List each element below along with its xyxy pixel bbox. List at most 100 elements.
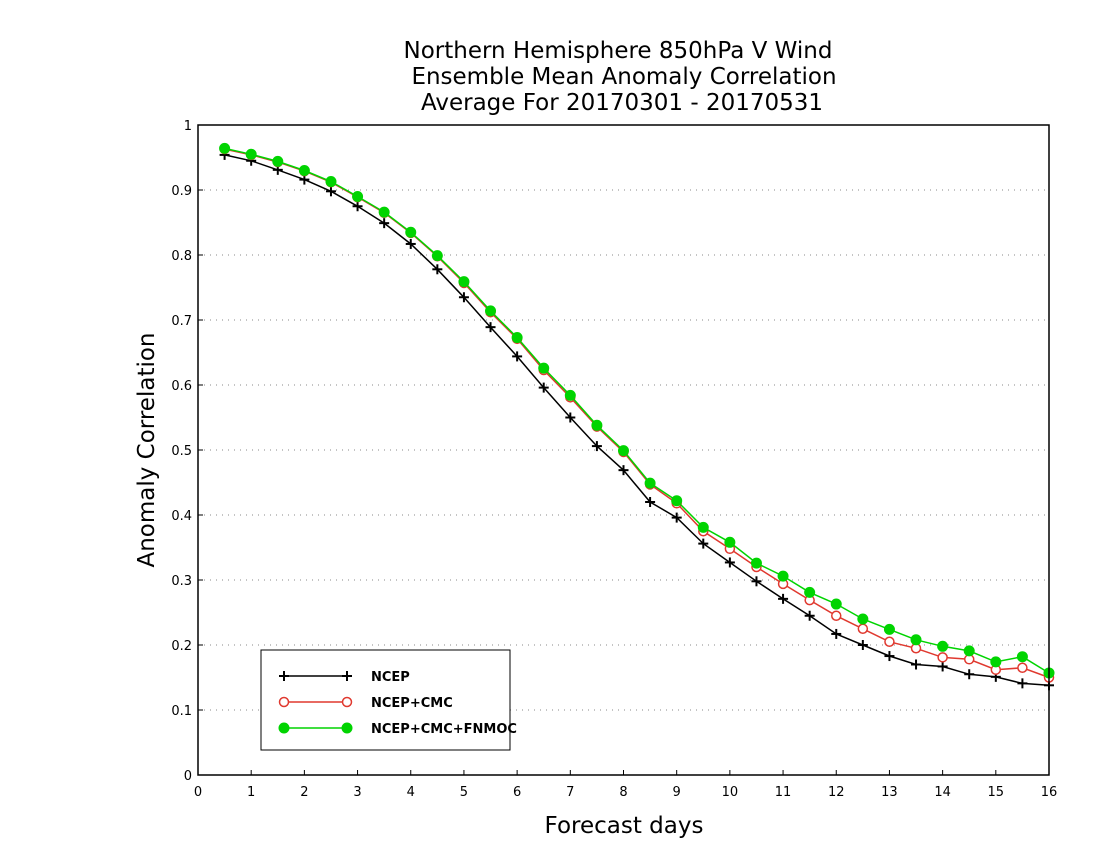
data-point-ncep (352, 201, 363, 212)
y-tick-label: 0.5 (171, 444, 192, 459)
legend: NCEP NCEP+CMC NCEP+CMC+FNMOC (260, 649, 517, 751)
y-tick-label: 0.9 (171, 184, 192, 199)
data-point-ncep-cmc-fnmoc (325, 176, 337, 188)
legend-marker (278, 722, 290, 734)
data-point-ncep-cmc-fnmoc (644, 477, 656, 489)
legend-marker (279, 671, 289, 681)
y-tick-label: 0.1 (171, 704, 192, 719)
data-point-ncep (591, 441, 602, 452)
data-point-ncep-cmc-fnmoc (724, 536, 736, 548)
data-point-ncep-cmc (857, 623, 869, 634)
y-tick-label: 0.7 (171, 314, 192, 329)
x-tick-label: 16 (1041, 785, 1058, 800)
data-point-ncep-cmc-fnmoc (937, 640, 949, 652)
data-point-ncep-cmc (831, 610, 842, 621)
data-point-ncep-cmc-fnmoc (272, 155, 284, 167)
data-point-ncep (565, 412, 576, 423)
x-tick-label: 3 (353, 785, 361, 800)
x-tick-label: 11 (775, 785, 792, 800)
data-point-ncep (405, 238, 416, 249)
y-tick-label: 0.8 (171, 249, 192, 264)
series-line-ncep (224, 154, 1050, 687)
series-ncep-cmc-fnmoc (219, 142, 1055, 679)
x-tick-label: 6 (513, 785, 521, 800)
x-tick-label: 7 (566, 785, 574, 800)
x-tick-label: 13 (881, 785, 898, 800)
data-point-ncep (831, 628, 842, 639)
y-tick-label: 0.3 (171, 574, 192, 589)
y-axis-ticks: 0 0.1 0.2 0.3 0.4 0.5 0.6 0.7 0.8 0.9 1 (171, 119, 203, 784)
data-point-ncep-cmc-fnmoc (405, 226, 417, 238)
data-point-ncep (432, 264, 443, 275)
y-axis-label: Anomaly Correlation (134, 332, 160, 567)
data-point-ncep (724, 557, 735, 568)
x-tick-label: 14 (934, 785, 951, 800)
title-line-3: Average For 20170301 - 20170531 (421, 90, 823, 116)
x-tick-label: 9 (673, 785, 681, 800)
data-point-ncep (1017, 678, 1028, 689)
x-tick-label: 2 (300, 785, 308, 800)
data-point-ncep-cmc-fnmoc (963, 645, 975, 657)
data-point-ncep-cmc-fnmoc (538, 362, 550, 374)
data-point-ncep (964, 669, 975, 680)
data-point-ncep-cmc-fnmoc (777, 570, 789, 582)
x-tick-label: 8 (619, 785, 627, 800)
chart-title: Northern Hemisphere 850hPa V Wind Ensemb… (404, 38, 837, 116)
data-point-ncep-cmc-fnmoc (378, 206, 390, 218)
data-point-ncep-cmc-fnmoc (219, 142, 231, 154)
data-point-ncep (458, 292, 469, 303)
data-point-ncep-cmc-fnmoc (750, 557, 762, 569)
legend-entry-ncep-cmc-fnmoc: NCEP+CMC+FNMOC (278, 722, 517, 737)
data-point-ncep-cmc-fnmoc (298, 165, 310, 176)
y-tick-label: 1 (184, 119, 192, 134)
data-point-ncep (751, 576, 762, 587)
series-ncep (219, 149, 1054, 691)
data-point-ncep-cmc-fnmoc (804, 586, 816, 598)
x-axis-label: Forecast days (545, 813, 704, 839)
legend-marker (341, 696, 353, 708)
title-line-1: Northern Hemisphere 850hPa V Wind (404, 38, 833, 64)
legend-entry-ncep: NCEP (279, 670, 410, 685)
data-point-ncep (538, 382, 549, 393)
data-point-ncep-cmc-fnmoc (857, 613, 869, 625)
data-point-ncep-cmc-fnmoc (431, 250, 443, 262)
legend-label: NCEP+CMC+FNMOC (371, 722, 517, 737)
data-point-ncep-cmc-fnmoc (883, 623, 895, 635)
data-point-ncep-cmc-fnmoc (485, 305, 497, 317)
data-point-ncep-cmc-fnmoc (352, 191, 364, 202)
data-point-ncep (645, 497, 656, 507)
data-point-ncep-cmc-fnmoc (990, 656, 1002, 668)
data-point-ncep-cmc-fnmoc (458, 276, 470, 288)
x-tick-label: 15 (988, 785, 1005, 800)
legend-box (260, 649, 511, 751)
data-point-ncep-cmc-fnmoc (1016, 651, 1028, 663)
y-tick-label: 0 (184, 769, 192, 784)
data-point-ncep-cmc-fnmoc (671, 495, 683, 507)
data-point-ncep (804, 610, 815, 621)
legend-label: NCEP+CMC (371, 696, 453, 711)
series-lines (219, 142, 1055, 691)
legend-entry-ncep-cmc: NCEP+CMC (278, 696, 453, 711)
legend-label: NCEP (371, 670, 410, 685)
x-tick-label: 12 (828, 785, 845, 800)
x-tick-label: 0 (194, 785, 202, 800)
data-point-ncep-cmc-fnmoc (564, 389, 576, 401)
x-tick-label: 10 (722, 785, 739, 800)
data-point-ncep-cmc-fnmoc (830, 598, 842, 610)
y-tick-label: 0.4 (171, 509, 192, 524)
x-tick-label: 5 (460, 785, 468, 800)
data-point-ncep (485, 322, 496, 333)
data-point-ncep (512, 351, 523, 362)
series-ncep-cmc (219, 143, 1055, 683)
data-point-ncep (884, 651, 895, 662)
data-point-ncep (325, 186, 336, 197)
data-point-ncep-cmc-fnmoc (697, 521, 709, 533)
data-point-ncep (911, 659, 922, 670)
data-point-ncep (379, 218, 390, 229)
x-tick-label: 1 (247, 785, 255, 800)
legend-marker (278, 696, 290, 708)
data-point-ncep (937, 661, 948, 672)
legend-entries: NCEP NCEP+CMC NCEP+CMC+FNMOC (278, 670, 517, 737)
series-line-ncep-cmc (224, 148, 1050, 679)
